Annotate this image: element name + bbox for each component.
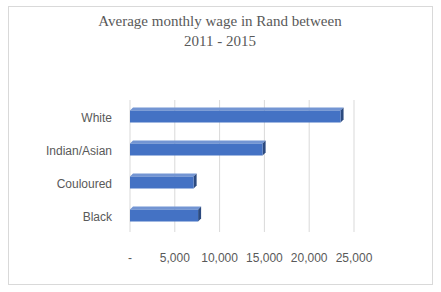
bars bbox=[130, 108, 344, 222]
grid-line bbox=[354, 100, 355, 232]
x-tick-labels: - 5,000 10,000 15,000 20,000 25,000 bbox=[128, 251, 373, 265]
bar-top-face bbox=[130, 174, 197, 177]
y-tick-label: Indian/Asian bbox=[46, 144, 112, 158]
chart-svg: Average monthly wage in Rand between 2011… bbox=[0, 0, 441, 292]
bar-top-face bbox=[130, 108, 344, 111]
chart-title: Average monthly wage in Rand between 2011… bbox=[98, 13, 342, 49]
chart-frame bbox=[9, 7, 433, 285]
x-tick-label: 20,000 bbox=[291, 251, 328, 265]
y-tick-labels: Black Couloured Indian/Asian White bbox=[46, 111, 113, 224]
bar-side-face bbox=[341, 108, 344, 123]
y-tick-label: Black bbox=[83, 210, 113, 224]
bar bbox=[130, 111, 341, 123]
x-tick-label: 15,000 bbox=[246, 251, 283, 265]
chart-container: Average monthly wage in Rand between 2011… bbox=[0, 0, 441, 292]
x-tick-label: - bbox=[128, 251, 132, 265]
bar bbox=[130, 144, 263, 156]
bar-top-face bbox=[130, 141, 266, 144]
bar-side-face bbox=[198, 207, 201, 222]
bar-side-face bbox=[194, 174, 197, 189]
y-tick-label: Couloured bbox=[57, 177, 112, 191]
bar bbox=[130, 177, 194, 189]
title-line: 2011 - 2015 bbox=[184, 33, 256, 49]
y-tick-label: White bbox=[81, 111, 112, 125]
x-tick-label: 5,000 bbox=[160, 251, 190, 265]
bar-top-face bbox=[130, 207, 201, 210]
x-tick-label: 10,000 bbox=[201, 251, 238, 265]
title-line: Average monthly wage in Rand between bbox=[98, 13, 342, 29]
bar bbox=[130, 210, 198, 222]
x-tick-label: 25,000 bbox=[336, 251, 373, 265]
grid bbox=[130, 100, 354, 232]
bar-side-face bbox=[263, 141, 266, 156]
